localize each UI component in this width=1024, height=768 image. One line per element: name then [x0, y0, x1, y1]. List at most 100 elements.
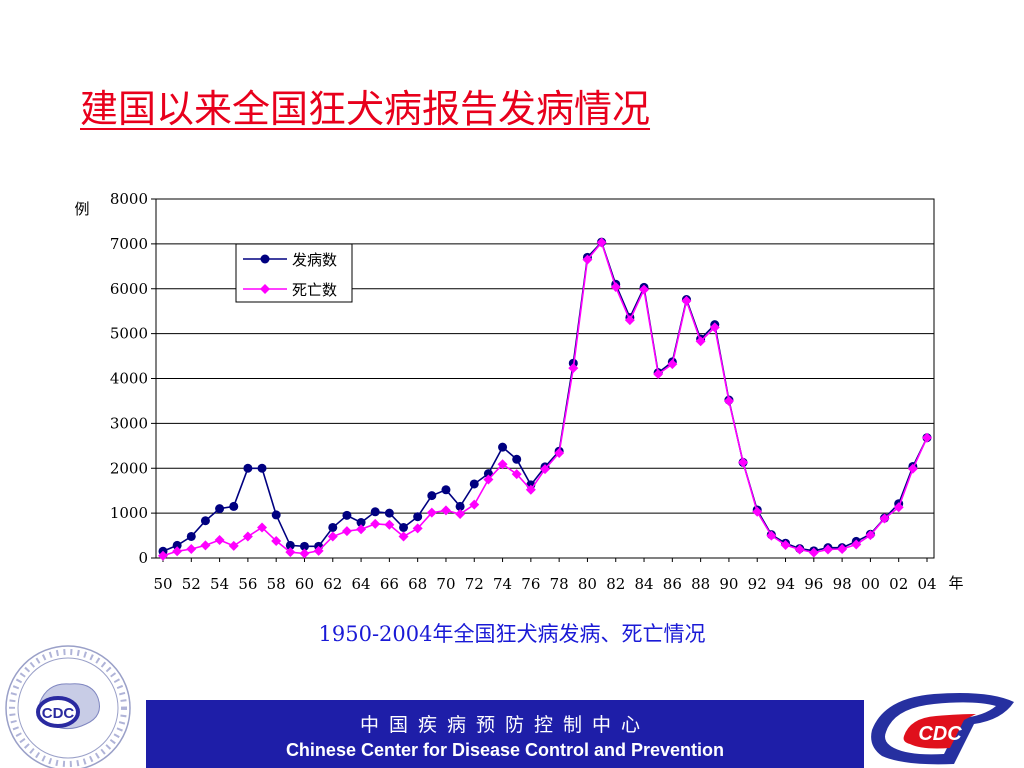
y-axis-label: 例	[74, 200, 89, 218]
data-point-deaths	[540, 464, 550, 475]
x-tick-label: 02	[889, 575, 908, 593]
data-point-deaths	[837, 544, 848, 555]
legend-box	[235, 243, 353, 303]
data-point-deaths	[356, 524, 367, 535]
x-tick-label: 52	[182, 575, 201, 593]
x-axis-label: 年	[948, 574, 963, 592]
data-point-deaths	[738, 457, 749, 468]
data-point-deaths	[554, 447, 565, 458]
cdc-seal-logo: CDC	[5, 645, 131, 768]
data-point-cases	[271, 510, 281, 520]
data-point-deaths	[851, 539, 862, 550]
data-point-cases	[299, 541, 309, 551]
data-point-cases	[413, 512, 423, 522]
data-point-cases	[399, 522, 409, 532]
footer-org-name-en: Chinese Center for Disease Control and P…	[285, 740, 725, 760]
data-point-cases	[257, 463, 267, 473]
chart-caption: 1950-2004年全国狂犬病发病、死亡情况	[318, 622, 706, 646]
data-point-deaths	[455, 509, 466, 520]
data-point-cases	[229, 501, 239, 511]
data-point-cases	[285, 540, 295, 550]
data-point-cases	[498, 442, 508, 452]
data-point-cases	[455, 501, 465, 511]
data-point-deaths	[667, 359, 678, 370]
x-tick-label: 56	[238, 575, 257, 593]
data-point-deaths	[158, 550, 168, 561]
data-point-cases	[512, 454, 522, 464]
data-point-deaths	[596, 237, 607, 248]
data-point-deaths	[228, 540, 239, 551]
data-point-deaths	[200, 540, 211, 551]
grid-lines	[151, 198, 934, 562]
data-point-deaths	[214, 535, 225, 546]
china-cdc-logo: CDC	[871, 693, 1014, 765]
data-point-deaths	[610, 281, 621, 292]
data-point-deaths	[440, 505, 451, 516]
x-tick-label: 86	[663, 575, 682, 593]
data-point-deaths	[568, 363, 579, 374]
x-tick-label: 50	[153, 575, 172, 593]
data-point-deaths	[709, 322, 720, 333]
data-point-deaths	[511, 469, 522, 480]
data-point-deaths	[412, 523, 423, 534]
x-tick-labels: 50 52 54 56 58 60 62 64 66 68 70 72 74 76 78 80 82 84 86 88…	[153, 575, 936, 593]
data-point-cases	[427, 491, 437, 501]
data-point-deaths	[299, 548, 310, 559]
data-point-cases	[356, 518, 366, 528]
data-point-deaths	[922, 432, 932, 443]
slide-title: 建国以来全国狂犬病报告发病情况	[80, 87, 651, 131]
x-tick-label: 88	[691, 575, 710, 593]
y-tick-label: 5000	[110, 325, 148, 343]
legend-marker-deaths	[260, 284, 270, 294]
data-point-cases	[342, 510, 352, 520]
x-tick-label: 74	[493, 575, 512, 593]
y-tick-label: 1000	[110, 504, 148, 522]
series-layer	[158, 237, 932, 561]
data-point-cases	[483, 469, 493, 479]
x-tick-label: 94	[776, 575, 795, 593]
data-point-deaths	[752, 506, 763, 517]
data-point-deaths	[370, 518, 381, 529]
y-tick-label: 2000	[110, 459, 148, 477]
data-point-deaths	[384, 519, 395, 530]
x-tick-label: 62	[323, 575, 342, 593]
y-tick-labels: 0 1000 2000 3000 4000 5000 6000 7000 8000	[110, 190, 148, 567]
legend-label-deaths: 死亡数	[292, 281, 337, 299]
data-point-deaths	[426, 507, 437, 518]
data-point-deaths	[624, 315, 635, 326]
data-point-deaths	[341, 526, 352, 537]
data-point-cases	[370, 507, 380, 517]
logo-cdc-text: CDC	[918, 723, 962, 745]
x-tick-label: 84	[634, 575, 653, 593]
data-point-deaths	[313, 545, 324, 556]
data-point-deaths	[469, 499, 480, 510]
data-point-deaths	[822, 544, 833, 555]
y-tick-label: 7000	[110, 235, 148, 253]
data-point-deaths	[893, 502, 904, 513]
data-point-deaths	[497, 459, 508, 470]
data-point-deaths	[879, 513, 890, 524]
x-tick-label: 80	[578, 575, 597, 593]
data-point-deaths	[271, 535, 282, 546]
y-tick-label: 4000	[110, 370, 148, 388]
x-tick-label: 90	[719, 575, 738, 593]
data-point-deaths	[582, 254, 593, 265]
x-tick-label: 00	[861, 575, 880, 593]
data-point-deaths	[653, 369, 664, 380]
data-point-deaths	[285, 547, 296, 558]
data-point-deaths	[695, 336, 706, 347]
data-point-cases	[384, 508, 394, 518]
data-point-deaths	[766, 530, 777, 541]
x-tick-label: 92	[748, 575, 767, 593]
data-point-deaths	[780, 539, 791, 550]
seal-cdc-text: CDC	[42, 705, 75, 722]
x-tick-label: 04	[917, 575, 936, 593]
legend: 发病数 死亡数	[235, 243, 353, 303]
x-tick-label: 96	[804, 575, 823, 593]
footer-org-name-cn: 中国疾病预防控制中心	[359, 714, 650, 736]
data-point-cases	[243, 463, 253, 473]
data-point-deaths	[907, 463, 918, 474]
data-point-cases	[186, 531, 196, 541]
data-point-deaths	[525, 484, 536, 495]
x-tick-label: 98	[833, 575, 852, 593]
